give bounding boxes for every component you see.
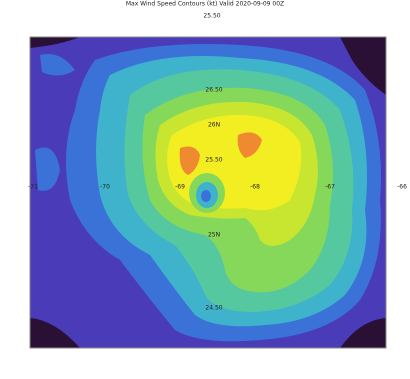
- longitude-label: -66: [397, 184, 407, 191]
- wind-field: [30, 37, 386, 348]
- map-title: Max Wind Speed Contours (kt) Valid 2020-…: [126, 1, 284, 8]
- latitude-label: 25N: [208, 232, 220, 239]
- longitude-label: -67: [325, 184, 335, 191]
- longitude-label: -70: [100, 184, 110, 191]
- longitude-label: -71: [28, 184, 38, 191]
- longitude-label: -69: [175, 184, 185, 191]
- latitude-label: 25.50: [205, 157, 222, 164]
- latitude-label: 24.50: [205, 305, 222, 312]
- latitude-label: 26N: [208, 122, 220, 129]
- map: Max Wind Speed Contours (kt) Valid 2020-…: [0, 0, 410, 375]
- eye: [201, 190, 211, 202]
- map-subtitle: 25.50: [203, 13, 220, 20]
- latitude-label: 26.50: [205, 87, 222, 94]
- longitude-label: -68: [250, 184, 260, 191]
